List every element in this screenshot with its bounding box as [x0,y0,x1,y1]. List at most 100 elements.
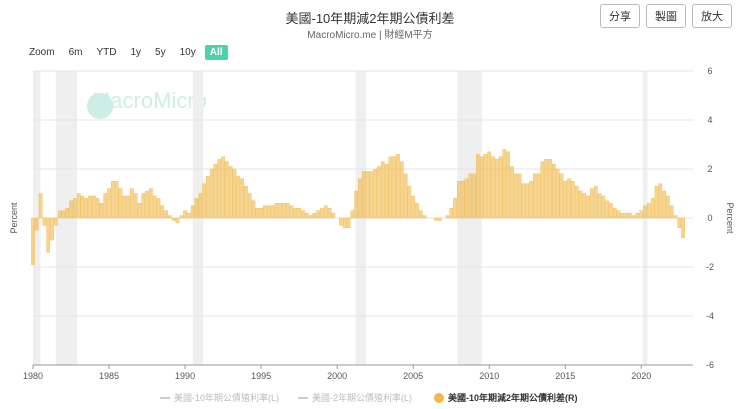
bar [255,207,260,219]
x-tick-label: 2005 [403,371,423,381]
bar [316,210,320,219]
y-tick-label: 2 [707,164,712,174]
bar [270,205,275,219]
zoom-label: Zoom [29,47,55,58]
bar [673,215,678,219]
y-tick-label: -6 [706,360,714,370]
bar [228,166,233,219]
bar [506,151,511,219]
bar [308,215,313,219]
bar [206,176,210,219]
bar [669,205,674,219]
bar [95,198,100,219]
bar [240,178,244,219]
bar [194,198,199,219]
bar [111,181,115,219]
bar [650,198,655,219]
bar [533,173,537,219]
bar [552,163,556,219]
share-button[interactable]: 分享 [600,4,640,28]
bar [399,161,404,219]
chart-button[interactable]: 製圖 [646,4,686,28]
bar [654,185,659,219]
bar [403,173,408,219]
bar [133,193,138,219]
x-tick-label: 1990 [175,371,195,381]
bar [468,173,473,219]
bar [612,207,617,219]
bar [88,195,92,219]
bar [61,210,66,219]
bar [84,198,89,219]
bar [247,193,252,219]
bar [53,217,58,226]
bar [301,210,305,219]
bar [46,217,51,253]
bar [57,210,62,219]
zoom-option[interactable]: YTD [96,47,117,58]
bar [350,210,355,219]
bar [118,188,123,219]
bar [149,188,153,219]
zoom-in-button[interactable]: 放大 [692,4,732,28]
bar [392,156,396,219]
bar [658,183,663,219]
bar [69,200,73,219]
bar [369,171,374,219]
bar [304,212,309,219]
bar [475,154,480,219]
bar [624,212,628,219]
bar [498,156,503,219]
y-tick-label: 6 [707,66,712,76]
legend-label: 美國-10年期減2年期公債利差(R) [448,392,578,403]
bar [677,217,682,229]
bar [388,156,393,219]
zoom-option[interactable]: 1y [130,47,142,58]
zoom-option[interactable]: 5y [155,47,166,58]
bar [593,185,598,219]
bar [346,217,351,229]
bar [536,173,541,219]
bar [221,156,225,219]
zoom-option[interactable]: All [204,45,228,60]
bar [631,215,636,219]
bar [217,158,222,219]
bar [373,168,377,219]
bar [483,154,488,219]
bar [365,171,370,219]
toolbar: 分享 製圖 放大 [600,4,732,28]
bar [396,154,400,219]
bar [377,166,381,219]
bar [342,217,347,229]
zoom-option[interactable]: 6m [68,47,83,58]
bar [179,215,184,219]
bar [354,190,358,219]
watermark-logo [87,93,113,119]
bar [171,217,176,221]
bar [259,207,263,219]
y-tick-label: -2 [706,262,714,272]
bar [616,210,621,219]
bar [323,205,328,219]
x-tick-label: 2015 [555,371,575,381]
x-tick-label: 1985 [99,371,119,381]
bar [521,183,526,219]
bar [605,200,609,219]
bar [168,215,172,219]
bar [453,198,457,219]
zoom-option[interactable]: 10y [179,47,196,58]
bar [574,185,579,219]
bar [145,190,149,219]
bar [232,168,237,219]
bar [384,163,389,219]
bar [76,193,81,219]
bar [517,173,522,219]
bar [266,205,271,219]
bar [38,193,43,219]
x-tick-label: 1995 [251,371,271,381]
bar [122,195,127,219]
bar [361,171,366,219]
bar [643,205,647,219]
bar [198,193,203,219]
bar [141,193,146,219]
